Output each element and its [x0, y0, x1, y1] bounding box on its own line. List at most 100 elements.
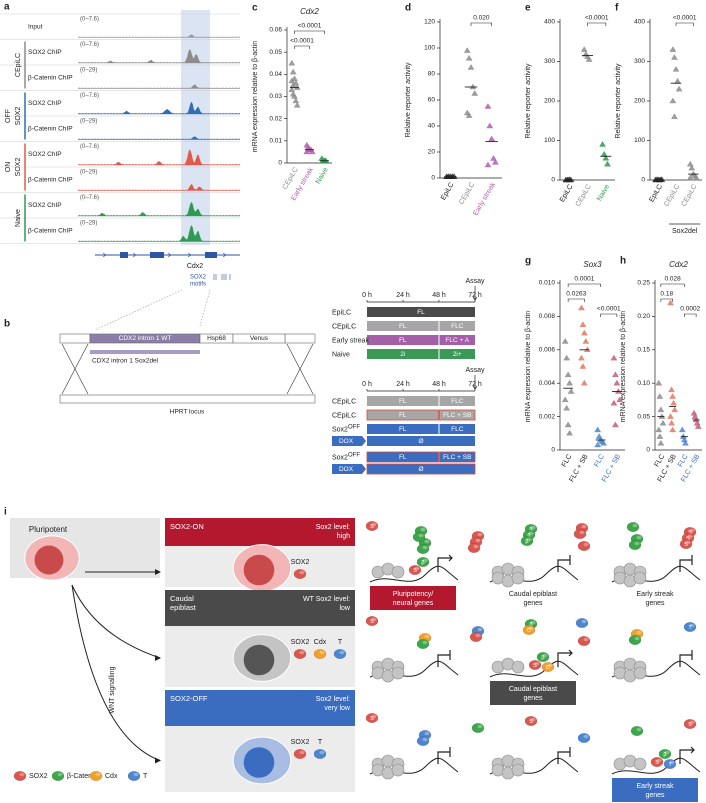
state-level: high [337, 533, 350, 540]
row-tag: OFF [348, 425, 360, 431]
data-point [583, 346, 591, 352]
y-tick-label: 400 [544, 19, 555, 26]
group-label: SOX2 [15, 158, 22, 177]
state-name: SOX2-ON [170, 522, 204, 531]
data-point [600, 439, 607, 446]
state-header [165, 590, 355, 626]
condition-bar [367, 307, 475, 317]
factor-icon [313, 648, 327, 660]
factor-glyph: S [533, 663, 537, 669]
strand-arrow [167, 252, 172, 258]
gene-class-box [612, 778, 698, 802]
factor-icon [57, 772, 63, 777]
repressed-promoter [679, 650, 693, 667]
repressed-promoter [437, 747, 451, 764]
data-point [289, 68, 297, 75]
data-point [578, 304, 585, 311]
time-label: 48 h [432, 292, 446, 299]
factor-icon [471, 722, 485, 734]
data-point [616, 396, 624, 403]
data-point [610, 399, 618, 406]
repressed-promoter [557, 555, 571, 572]
track-range: (0–29) [80, 170, 97, 176]
gene-class-label: Caudal epiblast [509, 591, 557, 598]
factor-icon [313, 748, 327, 760]
construct-label: CDX2 intron 1 WT [119, 335, 172, 342]
x-tick-label: CEpiLC [575, 183, 593, 207]
strand-arrow [222, 252, 227, 258]
data-point [668, 419, 675, 426]
data-point [567, 388, 575, 394]
time-label: 0 h [362, 381, 372, 388]
y-tick-label: 200 [634, 98, 645, 105]
factor-glyph: S [413, 568, 417, 574]
data-point [564, 371, 572, 378]
factor-icon [475, 538, 481, 543]
state-level: low [339, 605, 350, 612]
condition-label: Ø [418, 466, 423, 473]
data-point [690, 409, 698, 416]
legend-label: β-Catenin [67, 773, 98, 780]
row-label: Sox2 [332, 426, 348, 433]
track-label: SOX2 ChIP [28, 151, 62, 158]
chart-title: Cdx2 [669, 260, 688, 269]
condition-label: FLC [451, 426, 464, 433]
repressed-promoter [557, 747, 571, 764]
p-value: 0.0263 [566, 291, 586, 298]
bracket [660, 283, 685, 287]
data-point [465, 55, 473, 61]
bracket [294, 45, 310, 49]
y-tick-label: 0 [278, 160, 282, 167]
factor-icon [650, 756, 664, 768]
factor-icon [528, 659, 542, 671]
factor-icon [685, 540, 691, 545]
bracket [567, 298, 585, 302]
gene-class-label: genes [523, 695, 543, 702]
track-signal [77, 136, 241, 140]
y-tick-label: 120 [424, 19, 435, 26]
exon [150, 252, 164, 258]
condition-label: FL [417, 309, 425, 316]
data-point [675, 85, 683, 92]
nucleosome [391, 763, 405, 777]
track-signal [77, 84, 241, 89]
transition-arrow [71, 584, 161, 761]
time-label: 24 h [396, 292, 410, 299]
factor-icon [542, 653, 548, 658]
time-label: 48 h [432, 381, 446, 388]
y-tick-label: 0.10 [637, 380, 650, 387]
data-point [578, 354, 585, 361]
factor-icon [683, 718, 697, 730]
data-point [612, 421, 619, 428]
factor-icon [575, 617, 589, 629]
factor-icon [293, 568, 307, 580]
data-point [604, 160, 611, 167]
data-point [484, 161, 492, 168]
bracket [600, 313, 618, 317]
factor-icon [628, 539, 642, 551]
time-label: 0 h [362, 292, 372, 299]
dox-arrow [332, 464, 366, 474]
factor-icon [577, 540, 591, 552]
factor-icon [583, 542, 589, 547]
data-point [655, 379, 663, 386]
factor-icon [420, 527, 426, 532]
y-tick-label: 100 [634, 137, 645, 144]
data-point [293, 101, 301, 108]
x-tick-label: EpiLC [559, 183, 575, 203]
drug-label: DOX [339, 438, 354, 445]
group-label: OFF [5, 109, 12, 123]
data-point [563, 404, 571, 411]
factor-icon [530, 620, 536, 625]
data-point [679, 433, 687, 439]
data-point [656, 433, 664, 439]
bracket [294, 30, 325, 34]
gene-class-box [370, 586, 456, 610]
factor-icon [299, 650, 305, 655]
factor-glyph: S [684, 542, 688, 548]
state-level: very low [324, 705, 351, 712]
y-tick-label: 300 [634, 58, 645, 65]
data-point [471, 90, 479, 96]
factor-label: SOX2 [291, 559, 310, 566]
factor-icon [477, 532, 483, 537]
